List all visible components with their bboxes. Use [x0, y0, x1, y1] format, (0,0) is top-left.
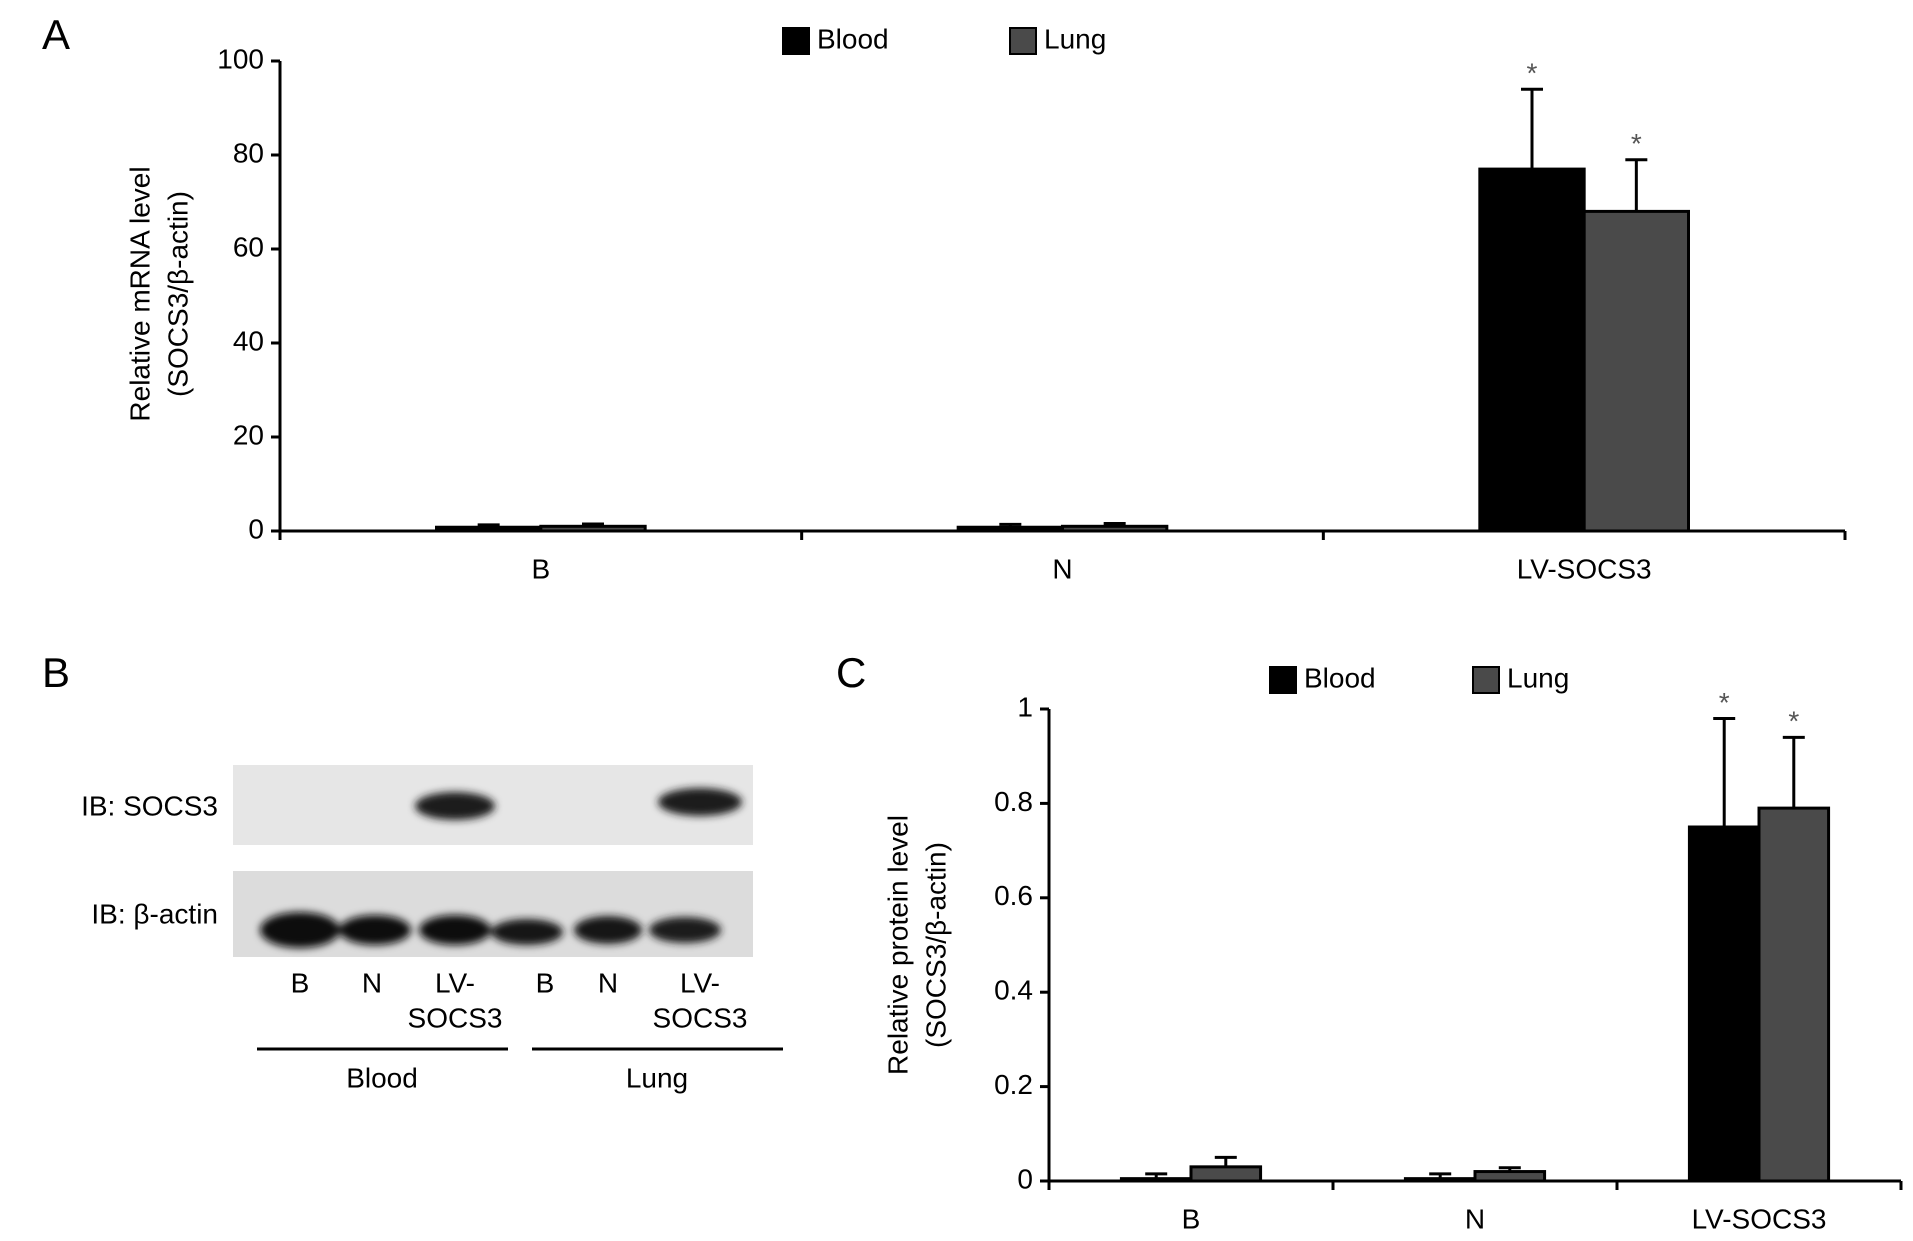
y-axis-title: Relative protein level	[882, 815, 913, 1075]
band	[415, 792, 495, 820]
y-axis-title: (SOCS3/β-actin)	[920, 842, 951, 1048]
x-tick-label: B	[531, 553, 550, 584]
legend-swatch	[1472, 666, 1500, 694]
bar	[1582, 209, 1690, 533]
lane-label: B	[536, 967, 555, 998]
lane-label: SOCS3	[408, 1002, 503, 1033]
bar	[1687, 825, 1761, 1183]
bar	[1119, 1177, 1193, 1183]
y-tick-label: 0.4	[994, 975, 1033, 1006]
band	[491, 919, 563, 945]
panel-label: B	[42, 649, 70, 696]
x-tick-label: N	[1465, 1203, 1485, 1234]
significance-marker: *	[1631, 128, 1642, 159]
x-tick-label: B	[1182, 1203, 1201, 1234]
group-label: Lung	[626, 1062, 688, 1093]
y-tick-label: 60	[233, 231, 264, 262]
y-axis-title: (SOCS3/β-actin)	[162, 191, 193, 397]
row-label: IB: SOCS3	[81, 790, 218, 821]
band	[260, 912, 340, 948]
bar	[435, 525, 543, 533]
row-label: IB: β-actin	[91, 898, 218, 929]
panel-label: C	[836, 649, 866, 696]
band	[658, 788, 742, 816]
x-tick-label: N	[1052, 553, 1072, 584]
band	[574, 916, 642, 944]
lane-label: B	[291, 967, 310, 998]
legend-label: Blood	[1304, 662, 1376, 693]
y-axis-title: Relative mRNA level	[124, 166, 155, 421]
x-tick-label: LV-SOCS3	[1692, 1203, 1827, 1234]
y-tick-label: 0	[248, 513, 264, 544]
lane-label: LV-	[680, 967, 720, 998]
bar	[1189, 1165, 1263, 1183]
significance-marker: *	[1527, 58, 1538, 89]
band	[339, 915, 411, 945]
lane-label: SOCS3	[653, 1002, 748, 1033]
lane-label: N	[598, 967, 618, 998]
bar	[1757, 806, 1831, 1183]
y-tick-label: 0.2	[994, 1069, 1033, 1100]
x-tick-label: LV-SOCS3	[1517, 553, 1652, 584]
y-tick-label: 80	[233, 137, 264, 168]
y-tick-label: 0	[1017, 1163, 1033, 1194]
y-tick-label: 20	[233, 419, 264, 450]
lane-label: LV-	[435, 967, 475, 998]
group-label: Blood	[346, 1062, 418, 1093]
y-tick-label: 100	[217, 43, 264, 74]
y-tick-label: 0.8	[994, 786, 1033, 817]
legend-swatch	[1009, 27, 1037, 55]
legend-swatch	[782, 27, 810, 55]
y-tick-label: 0.6	[994, 880, 1033, 911]
bar	[539, 524, 647, 533]
legend-label: Lung	[1044, 23, 1106, 54]
significance-marker: *	[1788, 706, 1799, 737]
y-tick-label: 40	[233, 325, 264, 356]
panel-label: A	[42, 11, 70, 58]
lane-label: N	[362, 967, 382, 998]
significance-marker: *	[1719, 687, 1730, 718]
bar	[1061, 524, 1169, 533]
bar	[956, 525, 1065, 533]
blot-bands	[260, 788, 742, 948]
legend-label: Blood	[817, 23, 889, 54]
legend-label: Lung	[1507, 662, 1569, 693]
bar	[1473, 1170, 1547, 1183]
band	[419, 915, 491, 945]
legend-swatch	[1269, 666, 1297, 694]
bar	[1478, 167, 1586, 533]
y-tick-label: 1	[1017, 691, 1033, 722]
band	[649, 917, 721, 943]
bar	[1403, 1177, 1477, 1183]
